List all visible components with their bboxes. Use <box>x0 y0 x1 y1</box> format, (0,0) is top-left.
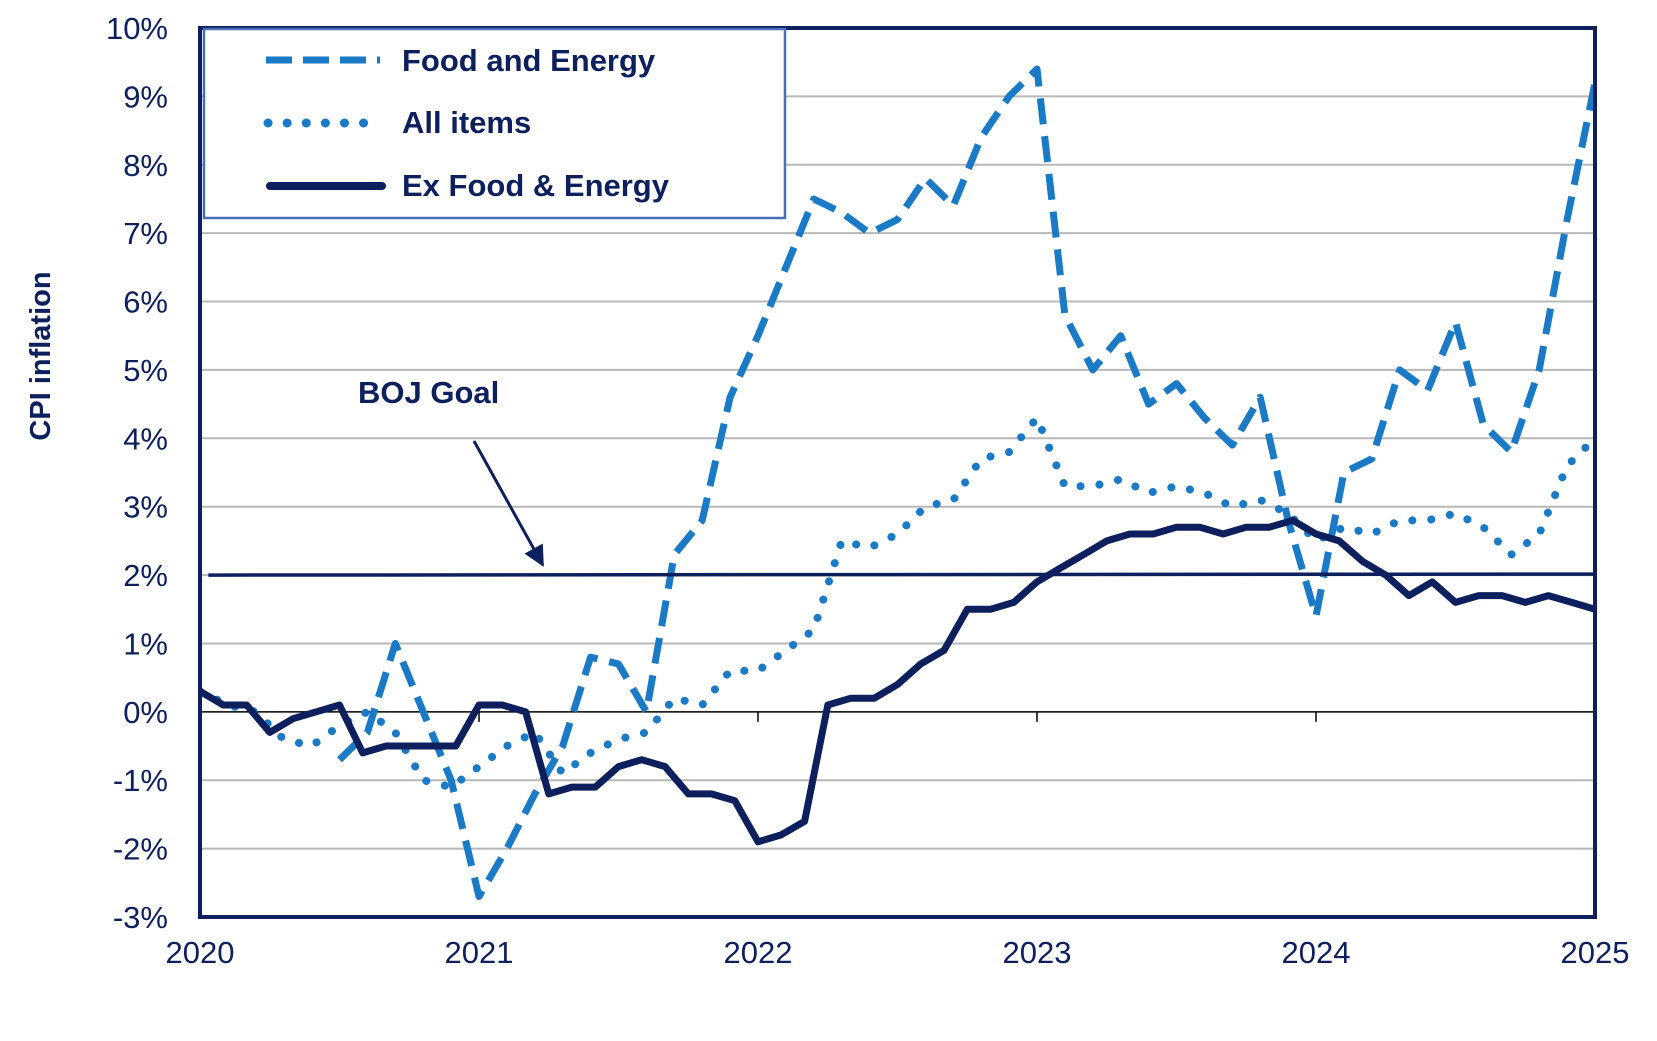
legend-label-all-items: All items <box>402 105 531 140</box>
y-tick-label-11: 8% <box>123 148 168 183</box>
x-tick-labels: 2020 2021 2022 2023 2024 2025 <box>166 935 1630 970</box>
y-tick-label-13: 10% <box>106 11 168 46</box>
x-tick-label-5: 2025 <box>1561 935 1630 970</box>
legend: Food and Energy All items Ex Food & Ener… <box>202 27 787 220</box>
y-tick-label-3: 0% <box>123 695 168 730</box>
y-tick-label-7: 4% <box>123 421 168 456</box>
y-tick-label-12: 9% <box>123 79 168 114</box>
boj-goal-reference-line-group <box>208 572 1596 577</box>
y-tick-label-6: 3% <box>123 490 168 525</box>
boj-goal-annotation: BOJ Goal <box>358 375 545 567</box>
legend-label-food-energy: Food and Energy <box>402 43 656 78</box>
y-tick-label-4: 1% <box>123 626 168 661</box>
boj-goal-annotation-label: BOJ Goal <box>358 375 499 410</box>
legend-label-ex-food-energy: Ex Food & Energy <box>402 168 670 203</box>
gridlines <box>200 95 1595 850</box>
y-tick-label-9: 6% <box>123 285 168 320</box>
plot-border <box>198 26 1597 919</box>
y-tick-label-10: 7% <box>123 216 168 251</box>
y-tick-label-1: -2% <box>113 832 168 867</box>
series-line-food-and-energy <box>337 65 1595 900</box>
boj-goal-annotation-arrow <box>472 440 545 567</box>
y-tick-label-0: -3% <box>113 900 168 935</box>
x-tick-label-3: 2023 <box>1003 935 1072 970</box>
x-tick-label-1: 2021 <box>445 935 514 970</box>
x-tick-label-4: 2024 <box>1282 935 1351 970</box>
x-tick-label-2: 2022 <box>724 935 793 970</box>
x-tick-label-0: 2020 <box>166 935 235 970</box>
series-lines <box>200 65 1595 900</box>
y-axis-label: CPI inflation <box>25 271 57 440</box>
series-line-ex-food-energy <box>200 516 1595 846</box>
y-tick-labels: -3% -2% -1% 0% 1% 2% 3% 4% 5% 6% 7% 8% 9% 10% <box>106 11 168 935</box>
x-tick-marks <box>478 711 1317 722</box>
boj-goal-reference-line <box>208 572 1596 577</box>
y-tick-label-2: -1% <box>113 763 168 798</box>
y-tick-label-8: 5% <box>123 353 168 388</box>
y-tick-label-5: 2% <box>123 558 168 593</box>
